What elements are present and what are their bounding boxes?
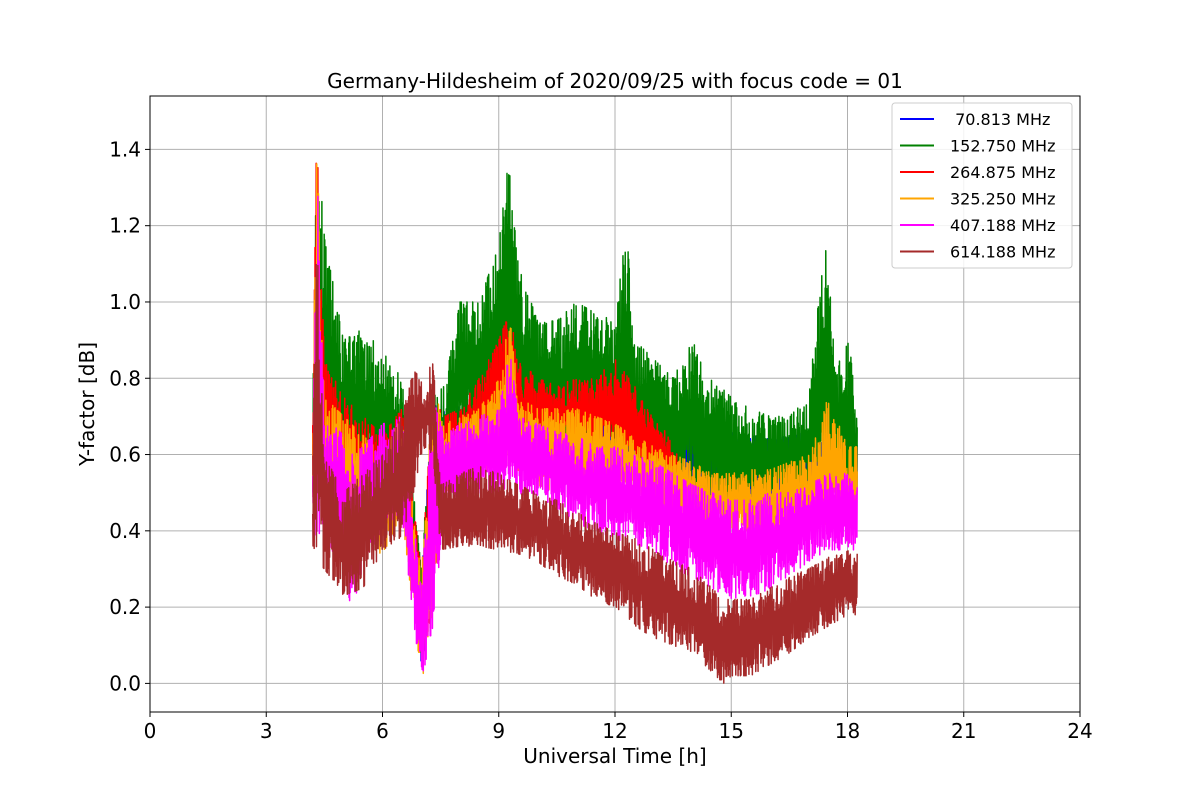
legend-label: 325.250 MHz [950, 190, 1055, 209]
chart-title: Germany-Hildesheim of 2020/09/25 with fo… [327, 69, 903, 93]
x-tick-label: 15 [719, 719, 744, 743]
y-tick-label: 0.6 [109, 443, 141, 467]
x-tick-label: 12 [602, 719, 627, 743]
legend-label: 407.188 MHz [950, 216, 1055, 235]
y-tick-label: 1.2 [109, 214, 141, 238]
x-tick-label: 6 [376, 719, 389, 743]
y-tick-label: 0.4 [109, 519, 141, 543]
x-tick-label: 3 [260, 719, 273, 743]
legend-box [891, 102, 1073, 269]
legend-label: 264.875 MHz [950, 163, 1055, 182]
series-layer [312, 162, 858, 684]
legend-label: 152.750 MHz [950, 137, 1055, 156]
x-tick-label: 9 [492, 719, 505, 743]
x-tick-label: 18 [835, 719, 860, 743]
y-axis-label: Y-factor [dB] [75, 342, 99, 467]
y-tick-label: 1.0 [109, 290, 141, 314]
series-line [312, 263, 858, 684]
y-tick-label: 1.4 [109, 137, 141, 161]
legend-label: 614.188 MHz [950, 243, 1055, 262]
x-axis-label: Universal Time [h] [523, 744, 706, 768]
legend: 70.813 MHz 152.750 MHz 264.875 MHz 325.250 … [891, 102, 1073, 269]
y-tick-label: 0.2 [109, 595, 141, 619]
x-tick-label: 0 [144, 719, 157, 743]
y-tick-label: 0.0 [109, 671, 141, 695]
tick-layer: 0 3 6 9 12 15 18 21 24 0.0 0.2 0.4 0.6 0.8 1.0 1.2 1.4 [109, 137, 1093, 743]
x-tick-label: 24 [1067, 719, 1092, 743]
x-tick-label: 21 [951, 719, 976, 743]
legend-label: 70.813 MHz [950, 110, 1050, 129]
y-tick-label: 0.8 [109, 366, 141, 390]
